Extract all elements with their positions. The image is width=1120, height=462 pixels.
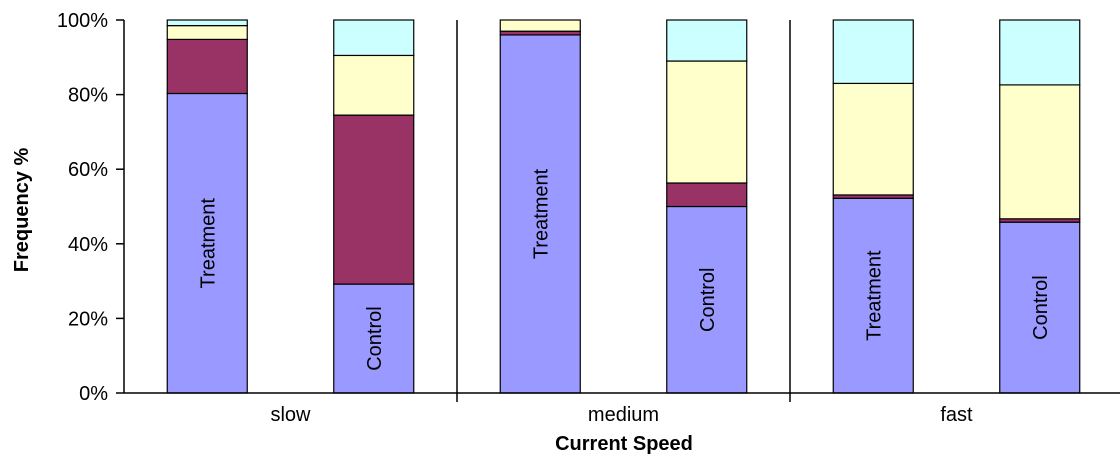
- y-tick-label: 60%: [68, 159, 108, 181]
- y-axis-ticks: 0% 20% 40% 60% 80% 100%: [57, 10, 125, 405]
- bar-segment: [666, 60, 748, 184]
- y-axis-title: Frequency %: [11, 148, 33, 273]
- bar-label: Treatment: [197, 198, 219, 289]
- bar-segment: [333, 54, 415, 116]
- bar-segment: [832, 19, 914, 85]
- bar-label: Treatment: [863, 250, 885, 341]
- bar-segment: [333, 283, 415, 394]
- bar-segment: [666, 19, 748, 62]
- bar-segment: [499, 19, 581, 32]
- bar-segment: [166, 24, 248, 40]
- bar-label: Control: [364, 306, 386, 370]
- x-axis-title: Current Speed: [555, 433, 693, 455]
- x-tick-label: fast: [940, 404, 973, 426]
- bar-segment: [999, 84, 1081, 220]
- y-tick-label: 40%: [68, 234, 108, 256]
- bar-segment: [333, 19, 415, 57]
- bar-segment: [499, 34, 581, 394]
- bar-label: Treatment: [530, 168, 552, 259]
- y-tick-label: 80%: [68, 85, 108, 107]
- bar-segment: [999, 221, 1081, 394]
- y-tick-label: 100%: [57, 10, 108, 32]
- x-tick-label: medium: [588, 404, 659, 426]
- y-tick-label: 0%: [79, 383, 108, 405]
- bar-label: Control: [697, 268, 719, 332]
- bar-label: Control: [1030, 275, 1052, 339]
- bar-segment: [666, 182, 748, 208]
- x-tick-label: slow: [270, 404, 311, 426]
- bar-segment: [666, 205, 748, 394]
- bars: Treatment Control Treatment Control Treatmen…: [166, 19, 1081, 394]
- bar-segment: [166, 38, 248, 95]
- bar-segment: [333, 114, 415, 285]
- bar-segment: [999, 19, 1081, 86]
- y-tick-label: 20%: [68, 308, 108, 330]
- bar-segment: [166, 19, 248, 27]
- x-axis: slow medium fast: [124, 20, 1120, 426]
- bar-segment: [832, 82, 914, 196]
